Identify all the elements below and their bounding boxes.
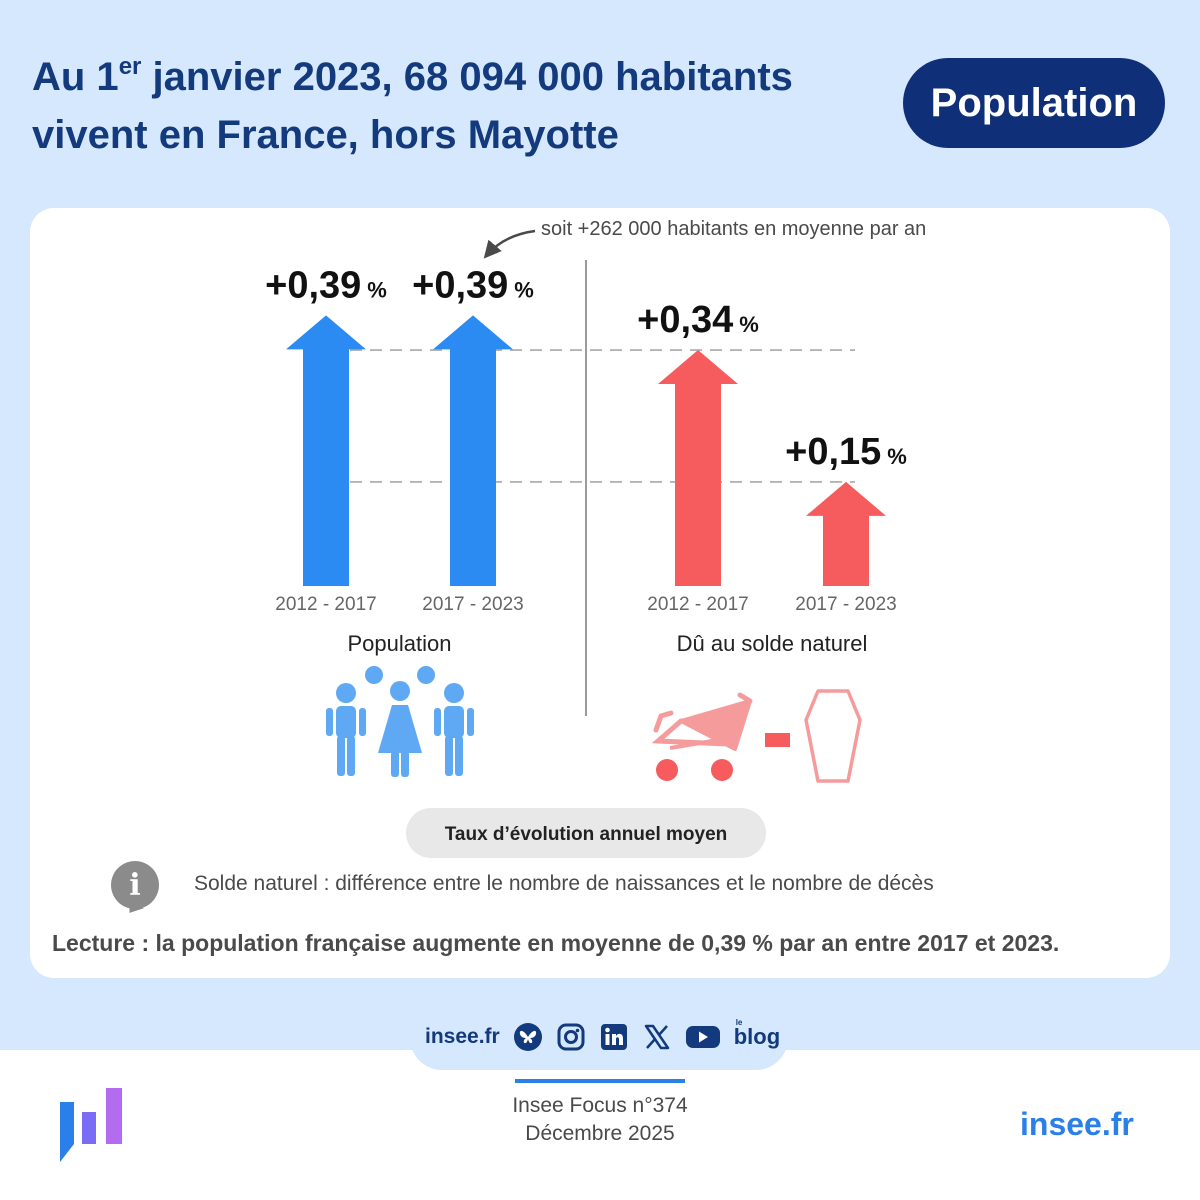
data-label: +0,39% xyxy=(412,264,534,306)
category-label: 2012 - 2017 xyxy=(647,594,748,615)
data-label: +0,34% xyxy=(637,299,759,341)
coffin-icon xyxy=(804,689,862,783)
bar-arrow xyxy=(658,350,738,586)
blog-link[interactable]: le blog xyxy=(733,1018,781,1049)
bar-arrow xyxy=(286,315,366,586)
insee-logo-icon xyxy=(60,1088,122,1162)
publication-date: Décembre 2025 xyxy=(525,1122,675,1145)
stroller-icon xyxy=(651,692,753,781)
data-label: +0,39% xyxy=(265,264,387,306)
instagram-icon[interactable] xyxy=(556,1022,586,1052)
category-label: 2012 - 2017 xyxy=(275,594,376,615)
group-label: Dû au solde naturel xyxy=(677,631,868,656)
publication-number: Insee Focus n°374 xyxy=(512,1094,688,1117)
youtube-icon[interactable] xyxy=(685,1022,721,1052)
arrow-chart: soit +262 000 habitants en moyenne par a… xyxy=(265,218,926,858)
linkedin-icon[interactable] xyxy=(599,1022,629,1052)
bluesky-icon[interactable] xyxy=(513,1022,543,1052)
data-label: +0,15% xyxy=(785,431,907,473)
x-icon[interactable] xyxy=(642,1022,672,1052)
chart-card: soit +262 000 habitants en moyenne par a… xyxy=(30,208,1170,978)
population-badge: Population xyxy=(903,58,1165,148)
page-title: Au 1er janvier 2023, 68 094 000 habitant… xyxy=(32,52,793,157)
category-label: 2017 - 2023 xyxy=(795,594,896,615)
legend-pill xyxy=(406,808,766,858)
info-icon: i xyxy=(111,861,159,909)
footer-divider xyxy=(515,1079,685,1083)
people-icon xyxy=(326,666,474,777)
annotation-arrow xyxy=(483,229,536,259)
bar-arrow xyxy=(433,315,513,586)
publication-info: Insee Focus n°374 Décembre 2025 xyxy=(450,1092,750,1148)
footer-site-link[interactable]: insee.fr xyxy=(1020,1106,1134,1142)
definition-note: Solde naturel : différence entre le nomb… xyxy=(194,872,934,895)
category-label: 2017 - 2023 xyxy=(422,594,523,615)
lecture-note: Lecture : la population française augmen… xyxy=(52,930,1060,956)
group-label: Population xyxy=(348,631,452,656)
legend-label: Taux d’évolution annuel moyen xyxy=(445,824,728,845)
annotation-text: soit +262 000 habitants en moyenne par a… xyxy=(541,218,926,240)
bar-arrow xyxy=(806,481,886,586)
minus-sign xyxy=(765,733,790,747)
social-site-link[interactable]: insee.fr xyxy=(425,1025,500,1048)
social-bar: insee.fr le blog xyxy=(410,1008,788,1070)
